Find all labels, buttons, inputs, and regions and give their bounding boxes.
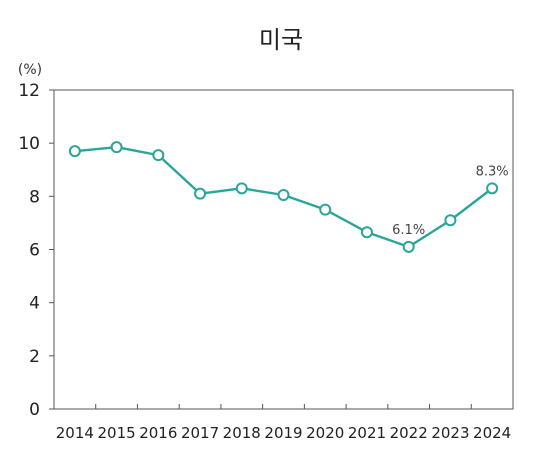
- data-point-2024: [486, 182, 499, 195]
- x-tick-label: 2022: [390, 424, 428, 442]
- data-point-2023: [444, 214, 457, 227]
- x-tick-label: 2020: [306, 424, 344, 442]
- y-tick-label: 4: [29, 294, 40, 314]
- x-tick-label: 2019: [264, 424, 302, 442]
- data-label-2024: 8.3%: [476, 164, 509, 179]
- y-tick-label: 2: [29, 347, 40, 367]
- x-tick-label: 2014: [56, 424, 94, 442]
- y-tick-label: 12: [18, 81, 40, 101]
- data-point-2021: [360, 226, 373, 239]
- data-point-2017: [194, 187, 207, 200]
- chart-title: 미국: [259, 26, 303, 54]
- data-points: [68, 141, 499, 253]
- x-tick-label: 2016: [139, 424, 177, 442]
- y-axis: 0 2 4 6 8 10 12: [18, 81, 54, 420]
- data-point-2019: [277, 189, 290, 202]
- data-point-2016: [152, 149, 165, 162]
- y-tick-label: 6: [29, 241, 40, 261]
- y-unit-label: (%): [18, 62, 42, 78]
- data-label-2022: 6.1%: [392, 223, 425, 238]
- x-tick-label: 2017: [181, 424, 219, 442]
- x-tick-label: 2018: [223, 424, 261, 442]
- y-tick-label: 0: [29, 400, 40, 420]
- x-tick-label: 2024: [473, 424, 511, 442]
- y-tick-label: 8: [29, 187, 40, 207]
- x-axis: 2014 2015 2016 2017 2018 2019 2020 2021 2022 2023…: [56, 404, 511, 442]
- x-tick-label: 2015: [97, 424, 135, 442]
- data-point-2015: [110, 141, 123, 154]
- data-point-2014: [68, 145, 81, 158]
- data-point-2020: [319, 203, 332, 216]
- data-labels: 6.1% 8.3%: [392, 164, 508, 237]
- x-tick-label: 2023: [431, 424, 469, 442]
- data-point-2022: [402, 240, 415, 253]
- x-tick-label: 2021: [348, 424, 386, 442]
- y-tick-label: 10: [18, 134, 40, 154]
- data-point-2018: [235, 182, 248, 195]
- plot-frame: [53, 89, 514, 410]
